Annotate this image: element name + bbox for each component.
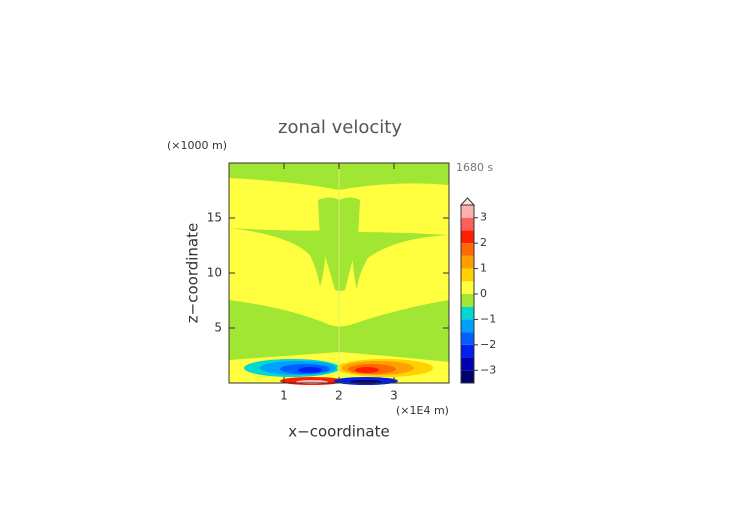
colorbar-tick-label: 3 (480, 211, 487, 224)
colorbar-tick-label: 2 (480, 236, 487, 249)
x-axis-label: x−coordinate (288, 423, 389, 441)
x-tick-label: 2 (335, 389, 343, 403)
colorbar-bin (461, 344, 474, 358)
colorbar-bin (461, 243, 474, 256)
colorbar-bin (461, 357, 474, 371)
colorbar-bin (461, 217, 474, 231)
colorbar-bin (461, 332, 474, 345)
colorbar-bin (461, 255, 474, 269)
colorbar-bin (461, 306, 474, 320)
colorbar-bin (461, 205, 474, 218)
colorbar-bin (461, 281, 474, 294)
colorbar-tick-label: −1 (480, 312, 496, 325)
colorbar-tick-label: 0 (480, 287, 487, 300)
x-tick-label: 3 (390, 389, 398, 403)
y-axis-label: z−coordinate (184, 223, 202, 323)
time-label: 1680 s (456, 161, 493, 174)
contour-field (228, 162, 450, 385)
colorbar-bin (461, 230, 474, 244)
colorbar-bin (461, 294, 474, 307)
colorbar-tick-label: 1 (480, 262, 487, 275)
colorbar-over (459, 197, 476, 206)
colorbar-tick-label: −2 (480, 338, 496, 351)
colorbar-bin (461, 370, 474, 383)
y-tick-label: 15 (207, 211, 222, 225)
colorbar-bin (461, 319, 474, 333)
x-unit: (×1E4 m) (396, 404, 449, 417)
x-tick-label: 1 (280, 389, 288, 403)
colorbar-tick-label: −3 (480, 363, 496, 376)
colorbar-bin (461, 268, 474, 282)
y-tick-label: 5 (214, 321, 222, 335)
y-tick-label: 10 (207, 266, 222, 280)
y-unit: (×1000 m) (167, 139, 227, 152)
chart-title: zonal velocity (278, 117, 402, 138)
